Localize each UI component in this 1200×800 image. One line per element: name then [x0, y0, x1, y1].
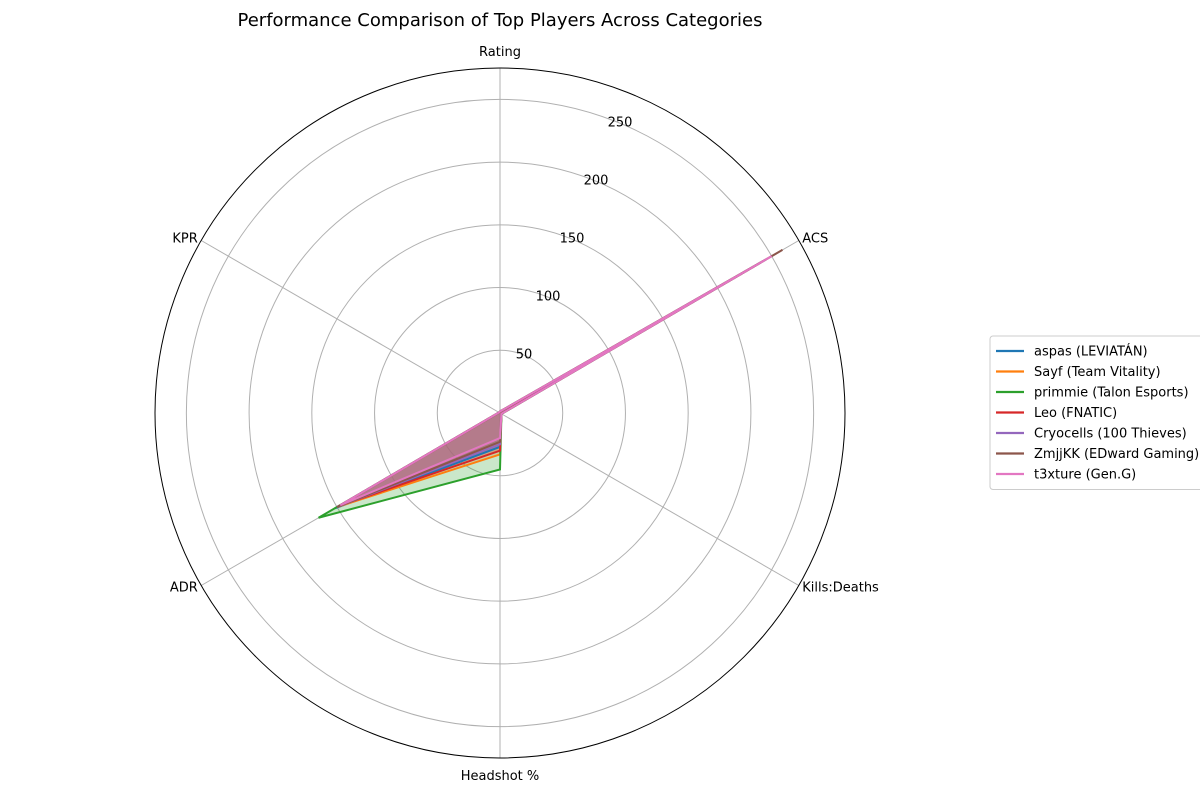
grid-spoke [200, 240, 501, 414]
radial-tick-label: 200 [584, 174, 609, 189]
grid-spoke [499, 412, 800, 586]
legend-entry: Sayf (Team Vitality) [1034, 365, 1161, 380]
legend-entry: t3xture (Gen.G) [1034, 468, 1136, 483]
legend-box [989, 335, 1200, 490]
legend-entry: Leo (FNATIC) [1034, 406, 1117, 421]
radial-tick-label: 150 [560, 232, 585, 247]
axis-label: ADR [170, 581, 198, 596]
legend-entry: Cryocells (100 Thieves) [1034, 427, 1187, 442]
legend: aspas (LEVIATÁN) Sayf (Team Vitality) prim… [989, 335, 1200, 490]
radial-tick-label: 50 [516, 348, 533, 363]
outer-ring [154, 67, 846, 759]
legend-entry: aspas (LEVIATÁN) [1034, 344, 1148, 360]
axis-label: Headshot % [461, 769, 540, 784]
legend-entry: primmie (Talon Esports) [1034, 386, 1189, 401]
axis-label: Kills:Deaths [802, 581, 879, 596]
radial-tick-label: 100 [536, 290, 561, 305]
axis-label: KPR [172, 232, 197, 247]
axis-labels: Rating ACS Kills:Deaths Headshot % ADR KPR [170, 45, 879, 784]
series-line [339, 255, 773, 507]
radial-tick-label: 250 [608, 116, 633, 131]
axis-label: ACS [802, 232, 828, 247]
axis-label: Rating [479, 45, 521, 60]
series-layer [318, 249, 783, 519]
legend-entry: ZmjjKK (EDward Gaming) [1034, 447, 1199, 462]
chart-title: Performance Comparison of Top Players Ac… [238, 10, 763, 31]
